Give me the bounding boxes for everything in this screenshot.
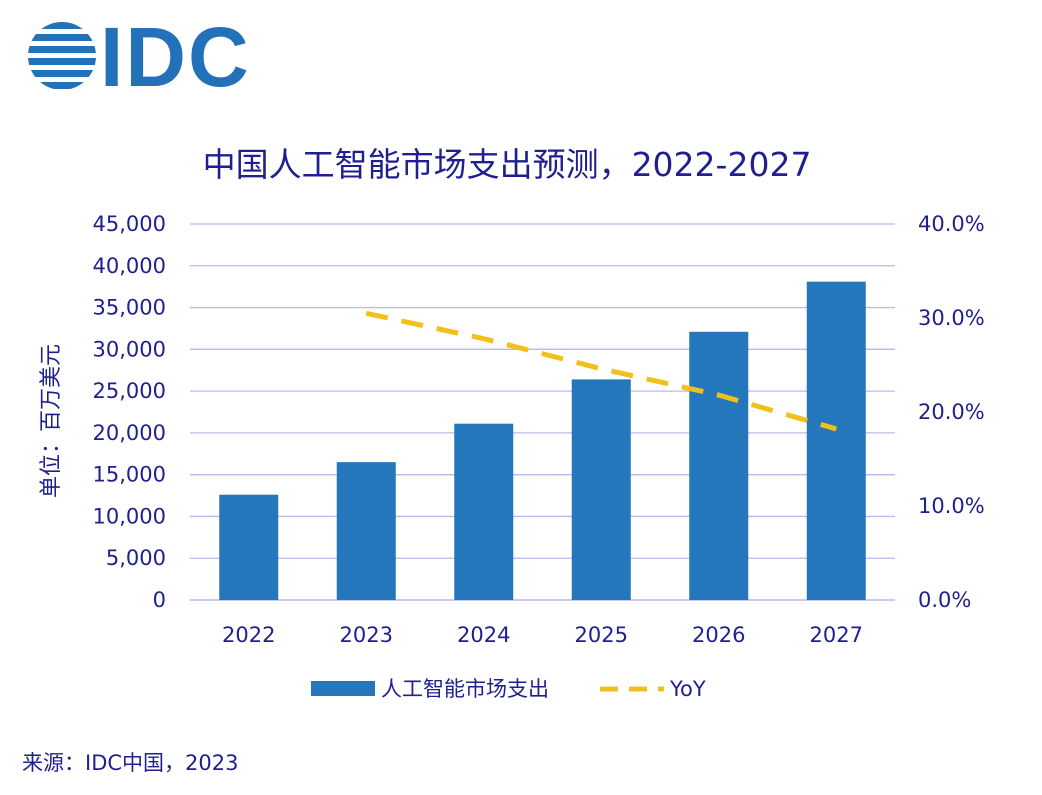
right-tick-label: 10.0%	[918, 494, 985, 518]
legend-bar-label: 人工智能市场支出	[381, 677, 549, 701]
yoy-line-series	[365, 310, 837, 432]
source-note: 来源：IDC中国，2023	[22, 751, 238, 775]
left-tick-label: 20,000	[93, 421, 166, 445]
left-tick-label: 5,000	[106, 546, 166, 570]
right-tick-label: 40.0%	[918, 212, 985, 236]
yoy-line	[365, 310, 837, 432]
left-tick-label: 25,000	[93, 379, 166, 403]
left-tick-label: 30,000	[93, 337, 166, 361]
right-axis-ticks: 40.0% 30.0% 20.0% 10.0% 0.0%	[918, 212, 985, 612]
left-axis-ticks: 45,000 40,000 35,000 30,000 25,000 20,000 15,0…	[93, 212, 166, 612]
bar-2024	[454, 423, 514, 600]
x-tick-label: 2023	[340, 623, 393, 647]
x-tick-label: 2024	[457, 623, 510, 647]
idc-logo: IDC	[28, 10, 251, 104]
right-tick-label: 20.0%	[918, 400, 985, 424]
bar-series	[219, 281, 866, 600]
bar-2023	[336, 462, 396, 600]
logo-wordmark: IDC	[100, 10, 251, 104]
right-tick-label: 30.0%	[918, 306, 985, 330]
chart-title: 中国人工智能市场支出预测，2022-2027	[203, 145, 812, 184]
legend-line-label: YoY	[669, 677, 706, 701]
x-tick-label: 2027	[810, 623, 863, 647]
x-tick-label: 2025	[575, 623, 628, 647]
left-tick-label: 45,000	[93, 212, 166, 236]
bar-2022	[219, 494, 279, 600]
left-tick-label: 40,000	[93, 254, 166, 278]
bar-2026	[689, 331, 749, 600]
bar-2027	[806, 281, 866, 600]
x-tick-label: 2026	[692, 623, 745, 647]
bar-2025	[571, 379, 631, 600]
gridlines	[190, 223, 895, 601]
left-tick-label: 0	[153, 588, 166, 612]
globe-icon	[28, 22, 96, 89]
right-tick-label: 0.0%	[918, 588, 971, 612]
legend: 人工智能市场支出 YoY	[311, 677, 706, 701]
x-tick-label: 2022	[222, 623, 275, 647]
y-axis-title: 单位：百万美元	[39, 344, 64, 498]
legend-bar-swatch	[311, 681, 375, 696]
x-axis-ticks: 2022 2023 2024 2025 2026 2027	[222, 623, 863, 647]
left-tick-label: 35,000	[93, 296, 166, 320]
left-tick-label: 10,000	[93, 504, 166, 528]
left-tick-label: 15,000	[93, 463, 166, 487]
